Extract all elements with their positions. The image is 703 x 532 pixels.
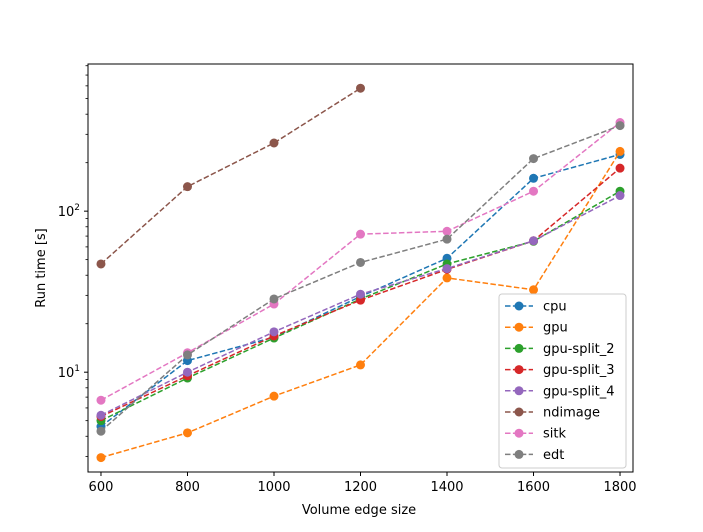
x-tick-label: 1000 <box>257 480 290 495</box>
legend-marker <box>514 343 524 353</box>
data-point <box>615 163 625 173</box>
y-tick-label: 101 <box>58 364 80 381</box>
data-point <box>356 83 365 93</box>
plot-area <box>96 83 625 463</box>
legend-label: gpu <box>543 321 568 336</box>
legend-label: sitk <box>543 427 566 442</box>
data-point <box>356 257 365 267</box>
legend-marker <box>514 449 524 459</box>
legend-item: gpu <box>505 321 568 336</box>
legend-label: ndimage <box>543 406 600 421</box>
data-point <box>182 428 192 438</box>
x-axis: 600 800 1000 1200 1400 1600 1800 <box>89 472 637 495</box>
data-point <box>529 285 539 295</box>
data-point <box>442 273 452 283</box>
data-point <box>615 146 625 156</box>
x-tick-label: 1600 <box>517 480 550 495</box>
legend-marker <box>514 407 524 417</box>
data-point <box>442 264 452 274</box>
legend-item: gpu-split_2 <box>505 342 615 357</box>
plot-frame <box>87 63 634 473</box>
data-point <box>269 327 279 337</box>
data-point <box>269 294 279 304</box>
legend-label: gpu-split_4 <box>543 384 615 399</box>
y-axis-label: Run time [s] <box>34 228 49 307</box>
y-tick-exponent: 2 <box>74 203 80 213</box>
data-point <box>96 259 106 269</box>
legend-label: gpu-split_2 <box>543 342 615 357</box>
data-point <box>529 186 539 196</box>
data-point <box>269 138 279 148</box>
legend-item: cpu <box>505 300 567 315</box>
legend-marker <box>514 322 524 332</box>
data-point <box>442 234 452 244</box>
series-ndimage <box>96 83 365 269</box>
x-tick-label: 1200 <box>344 480 377 495</box>
y-tick-base: 10 <box>58 205 75 220</box>
data-point <box>182 182 192 192</box>
data-point <box>356 229 365 239</box>
legend-item: ndimage <box>505 406 600 421</box>
legend-label: edt <box>543 448 564 463</box>
legend-item: sitk <box>505 427 566 442</box>
data-point <box>356 289 365 299</box>
legend-marker <box>514 428 524 438</box>
data-point <box>96 453 106 463</box>
x-axis-label: Volume edge size <box>302 503 416 518</box>
x-tick-label: 1800 <box>603 480 636 495</box>
data-point <box>529 173 539 183</box>
legend-box <box>498 293 627 469</box>
legend-marker <box>514 301 524 311</box>
data-point <box>529 154 539 164</box>
y-tick-label: 102 <box>58 203 80 220</box>
x-tick-label: 600 <box>89 480 114 495</box>
series-line <box>100 87 361 265</box>
data-point <box>615 191 625 201</box>
legend-marker <box>514 365 524 375</box>
data-point <box>529 236 539 246</box>
legend-item: edt <box>505 448 564 463</box>
legend-label: gpu-split_3 <box>543 363 615 378</box>
legend-item: gpu-split_4 <box>505 384 615 399</box>
data-point <box>442 226 452 236</box>
y-tick-exponent: 1 <box>74 364 80 374</box>
data-point <box>96 426 106 436</box>
data-point <box>182 350 192 360</box>
series-edt <box>96 121 625 436</box>
legend: cpu gpu gpu-split_2 gpu-split_3 gpu-split_4n… <box>498 293 627 469</box>
data-point <box>96 395 106 405</box>
x-tick-label: 1400 <box>430 480 463 495</box>
series-gpu-split_4 <box>96 191 625 420</box>
data-point <box>96 410 106 420</box>
data-point <box>615 121 625 131</box>
legend-marker <box>514 386 524 396</box>
x-tick-label: 800 <box>175 480 200 495</box>
legend-item: gpu-split_3 <box>505 363 615 378</box>
series-gpu <box>96 146 625 463</box>
data-point <box>269 391 279 401</box>
data-point <box>356 360 365 370</box>
y-tick-base: 10 <box>58 366 75 381</box>
legend-label: cpu <box>543 300 567 315</box>
data-point <box>182 367 192 377</box>
